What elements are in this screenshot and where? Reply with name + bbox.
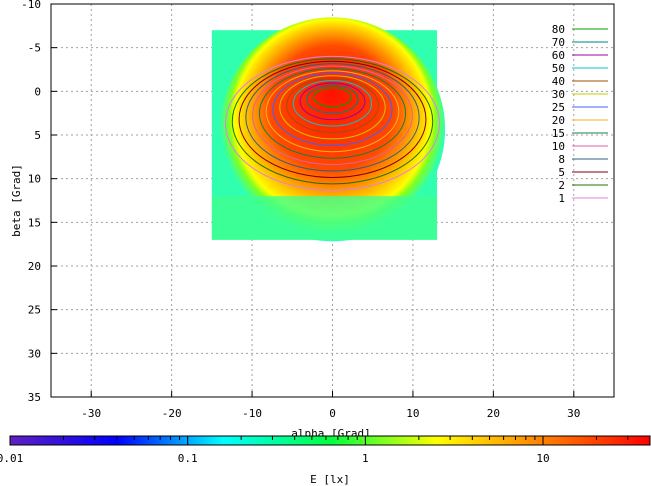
- colorbar-tick-label: 1: [362, 452, 369, 465]
- x-tick-label: 0: [329, 407, 336, 420]
- legend-label-25: 25: [552, 101, 565, 114]
- contour-line-20: [265, 70, 400, 153]
- y-tick-label: 35: [28, 391, 41, 404]
- contour-line-70: [306, 84, 359, 114]
- y-tick-label: 15: [28, 216, 41, 229]
- x-tick-label: 20: [487, 407, 500, 420]
- contour-line-25: [272, 72, 393, 146]
- colorbar-tick-label: 10: [536, 452, 549, 465]
- y-axis-label: beta [Grad]: [10, 164, 23, 237]
- contour-line-2: [231, 58, 434, 185]
- y-tick-label: 5: [34, 129, 41, 142]
- y-tick-label: 0: [34, 85, 41, 98]
- legend-label-1: 1: [558, 192, 565, 205]
- heatmap-data: [211, 17, 446, 242]
- contour-line-30: [279, 75, 386, 140]
- colorbar-label: E [lx]: [310, 473, 350, 486]
- contour-line-60: [299, 82, 366, 121]
- legend-label-2: 2: [558, 179, 565, 192]
- y-tick-label: 10: [28, 173, 41, 186]
- legend-label-20: 20: [552, 114, 565, 127]
- contour-line-40: [286, 77, 379, 133]
- contour-line-15: [258, 67, 407, 159]
- contour-line-50: [292, 80, 373, 127]
- x-tick-label: -20: [162, 407, 182, 420]
- legend-label-10: 10: [552, 140, 565, 153]
- colorbar: 0.01 0.1 1 10: [0, 435, 651, 465]
- y-tick-label: 25: [28, 304, 41, 317]
- y-tick-label: -5: [28, 42, 41, 55]
- y-tick-label: 20: [28, 260, 41, 273]
- legend-label-5: 5: [558, 166, 565, 179]
- colorbar-gradient: [9, 435, 651, 446]
- x-tick-label: -10: [242, 407, 262, 420]
- contour-line-10: [252, 65, 413, 166]
- x-tick-label: 30: [567, 407, 580, 420]
- x-tick-label: -30: [81, 407, 101, 420]
- legend-label-80: 80: [552, 23, 565, 36]
- y-tick-label: 30: [28, 347, 41, 360]
- legend-label-50: 50: [552, 62, 565, 75]
- colorbar-tick-label: 0.1: [178, 452, 198, 465]
- contour-line-8: [245, 63, 420, 172]
- contour-line-1: [225, 55, 440, 191]
- legend-label-60: 60: [552, 49, 565, 62]
- heatmap-lower-band: [211, 196, 438, 240]
- legend-label-70: 70: [552, 36, 565, 49]
- legend-label-30: 30: [552, 88, 565, 101]
- y-tick-label: -10: [21, 0, 41, 11]
- legend-label-8: 8: [558, 153, 565, 166]
- contour-line-5: [238, 60, 427, 178]
- contour-line-80: [313, 87, 352, 108]
- colorbar-tick-label: 0.01: [0, 452, 23, 465]
- x-tick-label: 10: [406, 407, 419, 420]
- legend-label-40: 40: [552, 75, 565, 88]
- legend-label-15: 15: [552, 127, 565, 140]
